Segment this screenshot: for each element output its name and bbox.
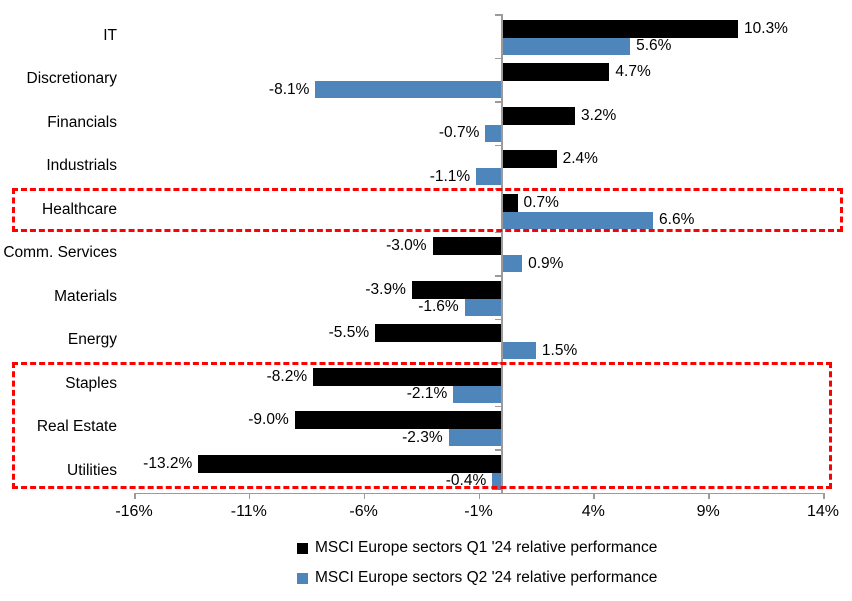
category-label: Discretionary — [26, 70, 117, 88]
category-label: Materials — [54, 287, 117, 305]
value-label: -13.2% — [143, 454, 193, 472]
legend-item-q1: MSCI Europe sectors Q1 '24 relative perf… — [297, 539, 658, 556]
x-axis-tick-label: 14% — [806, 502, 840, 520]
bar-q1 — [501, 106, 575, 125]
value-label: 6.6% — [659, 211, 695, 228]
x-axis-tick — [593, 492, 595, 499]
bar-q2 — [501, 255, 523, 272]
x-axis-tick-label: 4% — [581, 502, 605, 520]
value-label: -5.5% — [328, 324, 370, 341]
x-axis-tick-label: 9% — [696, 502, 720, 520]
category-axis-tick — [495, 275, 502, 277]
bar-q2 — [315, 81, 502, 98]
category-label: Healthcare — [42, 200, 117, 218]
value-label: -0.4% — [445, 472, 487, 489]
category-axis-tick — [495, 318, 502, 320]
value-label: 2.4% — [562, 150, 598, 167]
x-axis-tick-label: -1% — [464, 502, 493, 520]
value-label: -3.0% — [386, 237, 427, 254]
category-label: Utilities — [67, 461, 117, 479]
bar-q2 — [448, 429, 502, 446]
bar-q2 — [492, 472, 502, 490]
bar-q2 — [501, 211, 654, 229]
value-label: -1.6% — [418, 298, 459, 315]
bar-q1 — [501, 193, 518, 212]
bar-q2 — [453, 385, 502, 403]
category-label: Staples — [65, 374, 117, 392]
value-label: -3.9% — [365, 280, 406, 298]
value-axis-line — [501, 14, 503, 493]
bar-q1 — [375, 324, 502, 342]
category-axis-tick — [495, 405, 502, 407]
bar-q2 — [501, 37, 631, 55]
bar-q1 — [501, 63, 610, 81]
bar-q1 — [411, 280, 502, 299]
value-label: 1.5% — [541, 341, 578, 359]
bar-q1 — [198, 454, 502, 473]
x-axis-tick — [363, 492, 366, 499]
legend-label: MSCI Europe sectors Q1 '24 relative perf… — [315, 539, 658, 556]
category-label: Energy — [67, 331, 117, 349]
healthcare-highlight — [12, 187, 843, 232]
legend-item-q2: MSCI Europe sectors Q2 '24 relative perf… — [297, 569, 658, 586]
value-label: -1.1% — [429, 167, 471, 185]
category-axis-tick — [495, 188, 502, 190]
category-label: Real Estate — [36, 418, 117, 436]
bar-q2 — [485, 124, 502, 142]
legend-label: MSCI Europe sectors Q2 '24 relative perf… — [315, 569, 658, 586]
x-axis-tick — [708, 492, 710, 499]
x-axis-tick — [823, 492, 825, 499]
category-label: IT — [103, 26, 117, 44]
x-axis-tick-label: -11% — [230, 502, 267, 520]
category-axis-tick — [495, 362, 502, 364]
bar-q1 — [501, 150, 557, 168]
category-label: Industrials — [46, 157, 117, 175]
bar-q1 — [501, 19, 738, 38]
category-label: Comm. Services — [3, 244, 117, 262]
value-label: 5.6% — [636, 37, 672, 54]
x-axis-tick-label: -16% — [115, 502, 153, 520]
legend-swatch-q2-icon — [297, 572, 308, 584]
value-label: -8.2% — [266, 367, 308, 385]
category-axis-tick — [495, 14, 502, 16]
category-axis-tick — [495, 231, 502, 233]
x-axis-tick — [134, 492, 136, 499]
value-label: -9.0% — [248, 411, 289, 428]
bar-q1 — [294, 411, 502, 429]
value-label: 0.9% — [528, 254, 564, 272]
category-axis-tick — [495, 144, 502, 146]
value-label: -2.1% — [406, 385, 448, 402]
x-axis-tick — [248, 492, 251, 499]
x-axis-tick-label: -6% — [349, 502, 378, 520]
legend-swatch-q1-icon — [297, 542, 308, 554]
category-label: Financials — [47, 113, 117, 131]
value-label: -0.7% — [438, 124, 480, 141]
category-axis-tick — [495, 57, 502, 59]
value-label: -2.3% — [402, 428, 443, 446]
value-label: -8.1% — [268, 80, 310, 98]
category-axis-tick — [495, 449, 502, 451]
category-axis-tick — [495, 101, 502, 103]
bar-q2 — [476, 168, 502, 185]
x-axis-tick — [478, 492, 480, 499]
value-label: 0.7% — [523, 193, 559, 211]
bar-q2 — [501, 342, 536, 359]
value-label: 4.7% — [615, 63, 651, 80]
bar-q1 — [313, 367, 502, 386]
value-label: 10.3% — [744, 19, 788, 37]
bar-q2 — [464, 298, 502, 316]
value-label: 3.2% — [580, 106, 617, 124]
bar-q1 — [432, 237, 502, 255]
